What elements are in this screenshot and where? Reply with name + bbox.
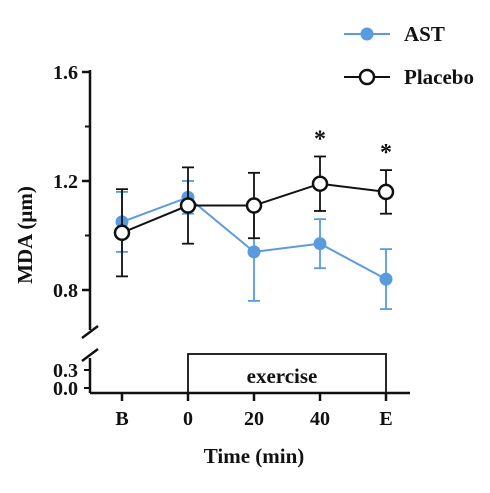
significance-marker: * <box>380 140 392 166</box>
data-point <box>311 175 329 192</box>
axis-break-mark-bottom <box>81 348 99 362</box>
y-tick-label-0.0: 0.0 <box>53 378 78 400</box>
significance-marker: * <box>314 126 326 152</box>
y-tick-label-1.2: 1.2 <box>53 171 78 193</box>
legend-marker <box>358 68 376 86</box>
x-tick-label-40: 40 <box>310 408 330 430</box>
series-placebo <box>113 155 395 278</box>
legend-label-ast: AST <box>404 22 445 46</box>
data-point <box>179 197 197 214</box>
y-tick-label-1.6: 1.6 <box>53 62 78 84</box>
data-point <box>377 183 395 201</box>
exercise-box <box>187 353 387 394</box>
x-tick-label-B: B <box>115 408 128 430</box>
data-point <box>379 272 393 286</box>
axis-break-mark-top <box>81 325 99 339</box>
x-axis-label: Time (min) <box>204 444 305 468</box>
legend-label-placebo: Placebo <box>404 65 474 89</box>
legend: AST Placebo <box>344 22 474 89</box>
data-point <box>245 197 263 214</box>
data-point <box>313 237 327 251</box>
data-point <box>247 245 261 259</box>
exercise-label: exercise <box>247 364 318 388</box>
x-tick-label-E: E <box>379 408 392 430</box>
series-layer: ** <box>113 126 395 310</box>
x-tick-label-20: 20 <box>244 408 264 430</box>
tick-layer: B 0 20 40 E 0.8 1.2 1.6 0.00.3 <box>53 62 393 430</box>
y-tick-label-0.8: 0.8 <box>53 280 78 302</box>
data-point <box>113 224 131 242</box>
y-axis-label: MDA (μm) <box>13 186 37 284</box>
legend-marker <box>360 27 374 41</box>
x-tick-label-0: 0 <box>183 408 193 430</box>
y-tick-label-0.3: 0.3 <box>53 360 78 382</box>
